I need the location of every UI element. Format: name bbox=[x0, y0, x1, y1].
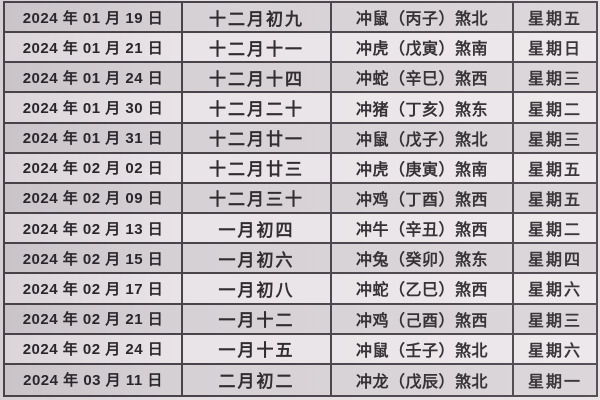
weekday-cell: 星期三 bbox=[527, 312, 582, 330]
table-row: 2024 年 02 月 15 日一月初六 冲兔（癸卯）煞东 星期四 bbox=[5, 244, 596, 275]
weekday-cell: 星期二 bbox=[527, 101, 582, 119]
weekday-cell: 星期日 bbox=[527, 41, 582, 59]
table-row: 2024 年 01 月 24 日十二月十四 冲蛇（辛巳）煞西 星期三 bbox=[5, 63, 596, 94]
gregorian-date-cell: 2024 年 02 月 13 日 bbox=[5, 214, 183, 243]
weekday-cell: 星期五 bbox=[527, 191, 582, 209]
lunar-date-cell: 十二月十四 bbox=[183, 63, 332, 92]
clash-direction-cell: 冲鼠（戊子）煞北 bbox=[332, 123, 514, 152]
gregorian-date-cell: 2024 年 02 月 21 日 bbox=[5, 304, 183, 333]
lunar-date-cell: 一月初六 bbox=[183, 244, 332, 273]
almanac-table: 2024 年 01 月 19 日十二月初九 冲鼠（丙子）煞北 星期五 2024 年 0… bbox=[3, 1, 598, 397]
gregorian-date-cell: 2024 年 01 月 31 日 bbox=[5, 123, 183, 152]
weekday-cell: 星期二 bbox=[527, 222, 582, 240]
table-row: 2024 年 02 月 09 日十二月三十 冲鸡（丁酉）煞西 星期五 bbox=[5, 183, 596, 215]
gregorian-date-cell: 2024 年 01 月 30 日 bbox=[5, 93, 183, 122]
table-row: 2024 年 03 月 11 日二月初二 冲龙（戊辰）煞北 星期一 bbox=[5, 364, 596, 395]
weekday-cell: 星期六 bbox=[527, 342, 582, 360]
lunar-date-cell: 十二月廿一 bbox=[183, 123, 332, 152]
table-row: 2024 年 01 月 30 日十二月二十 冲猪（丁亥）煞东 星期二 bbox=[5, 93, 596, 124]
weekday-cell: 星期四 bbox=[527, 252, 582, 270]
lunar-date-cell: 十二月三十 bbox=[183, 183, 332, 213]
gregorian-date-cell: 2024 年 02 月 15 日 bbox=[5, 244, 183, 273]
lunar-date-cell: 一月十五 bbox=[183, 334, 332, 363]
clash-direction-cell: 冲蛇（乙巳）煞西 bbox=[332, 274, 514, 303]
gregorian-date-cell: 2024 年 02 月 24 日 bbox=[5, 334, 183, 363]
lunar-date-cell: 十二月十一 bbox=[183, 33, 332, 62]
lunar-date-cell: 十二月廿三 bbox=[183, 153, 332, 182]
weekday-cell: 星期五 bbox=[527, 161, 582, 179]
lunar-date-cell: 十二月二十 bbox=[183, 93, 332, 122]
clash-direction-cell: 冲鸡（己酉）煞西 bbox=[332, 304, 514, 333]
clash-direction-cell: 冲蛇（辛巳）煞西 bbox=[332, 63, 514, 92]
lunar-date-cell: 十二月初九 bbox=[183, 3, 332, 32]
lunar-date-cell: 一月初八 bbox=[183, 274, 332, 303]
clash-direction-cell: 冲虎（庚寅）煞南 bbox=[332, 153, 514, 182]
weekday-cell: 星期三 bbox=[527, 131, 582, 149]
clash-direction-cell: 冲兔（癸卯）煞东 bbox=[332, 244, 514, 273]
clash-direction-cell: 冲牛（辛丑）煞西 bbox=[332, 214, 514, 243]
weekday-cell: 星期一 bbox=[527, 373, 582, 391]
weekday-cell: 星期六 bbox=[527, 282, 582, 300]
gregorian-date-cell: 2024 年 01 月 19 日 bbox=[5, 3, 183, 32]
clash-direction-cell: 冲龙（戊辰）煞北 bbox=[332, 364, 514, 395]
table-row: 2024 年 02 月 24 日一月十五 冲鼠（壬子）煞北 星期六 bbox=[5, 334, 596, 365]
gregorian-date-cell: 2024 年 01 月 24 日 bbox=[5, 63, 183, 92]
lunar-date-cell: 一月初四 bbox=[183, 214, 332, 243]
table-row: 2024 年 01 月 21 日十二月十一 冲虎（戊寅）煞南 星期日 bbox=[5, 33, 596, 64]
clash-direction-cell: 冲虎（戊寅）煞南 bbox=[332, 33, 514, 62]
table-row: 2024 年 01 月 31 日十二月廿一 冲鼠（戊子）煞北 星期三 bbox=[5, 123, 596, 154]
gregorian-date-cell: 2024 年 02 月 17 日 bbox=[5, 274, 183, 303]
lunar-date-cell: 二月初二 bbox=[183, 364, 332, 395]
clash-direction-cell: 冲鸡（丁酉）煞西 bbox=[332, 183, 514, 213]
clash-direction-cell: 冲鼠（丙子）煞北 bbox=[332, 3, 514, 32]
gregorian-date-cell: 2024 年 01 月 21 日 bbox=[5, 33, 183, 62]
gregorian-date-cell: 2024 年 02 月 09 日 bbox=[5, 183, 183, 213]
weekday-cell: 星期三 bbox=[527, 71, 582, 89]
clash-direction-cell: 冲猪（丁亥）煞东 bbox=[332, 93, 514, 122]
table-row: 2024 年 01 月 19 日十二月初九 冲鼠（丙子）煞北 星期五 bbox=[5, 3, 596, 34]
table-row: 2024 年 02 月 13 日一月初四 冲牛（辛丑）煞西 星期二 bbox=[5, 214, 596, 245]
table-row: 2024 年 02 月 17 日一月初八 冲蛇（乙巳）煞西 星期六 bbox=[5, 274, 596, 305]
table-row: 2024 年 02 月 02 日十二月廿三 冲虎（庚寅）煞南 星期五 bbox=[5, 153, 596, 184]
gregorian-date-cell: 2024 年 03 月 11 日 bbox=[5, 364, 183, 395]
clash-direction-cell: 冲鼠（壬子）煞北 bbox=[332, 334, 514, 363]
lunar-date-cell: 一月十二 bbox=[183, 304, 332, 333]
table-row: 2024 年 02 月 21 日一月十二 冲鸡（己酉）煞西 星期三 bbox=[5, 304, 596, 335]
weekday-cell: 星期五 bbox=[527, 11, 582, 29]
gregorian-date-cell: 2024 年 02 月 02 日 bbox=[5, 153, 183, 182]
